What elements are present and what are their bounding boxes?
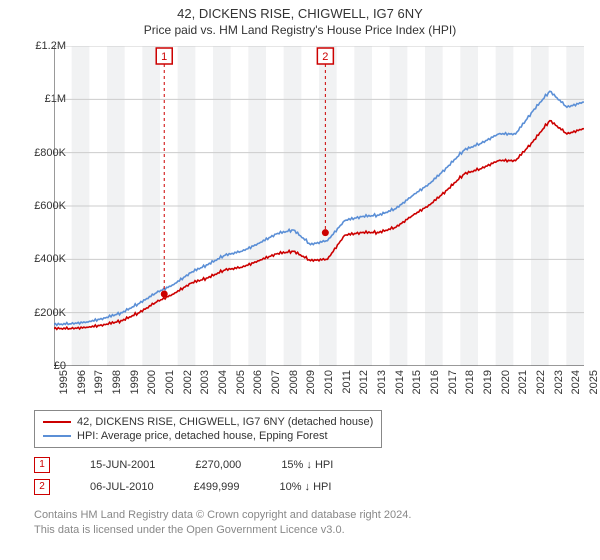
footer-line-2: This data is licensed under the Open Gov… [34,523,411,538]
legend-swatch [43,435,71,437]
x-axis-label: 2015 [411,370,423,394]
x-axis-label: 2011 [341,370,353,394]
footer-line-1: Contains HM Land Registry data © Crown c… [34,508,411,523]
x-axis-label: 1997 [93,370,105,394]
transaction-price: £499,999 [194,481,240,493]
x-axis-label: 2005 [235,370,247,394]
price-chart: 12 [54,46,584,366]
transaction-row: 2 06-JUL-2010 £499,999 10% ↓ HPI [34,476,333,498]
x-axis-label: 2020 [500,370,512,394]
x-axis-label: 2008 [288,370,300,394]
x-axis-label: 2023 [553,370,565,394]
x-axis-label: 2024 [570,370,582,394]
y-axis-label: £400K [34,253,66,265]
transactions-table: 1 15-JUN-2001 £270,000 15% ↓ HPI 2 06-JU… [34,454,333,498]
x-axis-label: 2010 [323,370,335,394]
x-axis-label: 1996 [76,370,88,394]
legend-swatch [43,421,71,423]
x-axis-label: 2012 [358,370,370,394]
svg-text:1: 1 [161,51,167,63]
x-axis-label: 2004 [217,370,229,394]
legend-item-property: 42, DICKENS RISE, CHIGWELL, IG7 6NY (det… [43,415,373,429]
x-axis-label: 2003 [199,370,211,394]
legend-item-hpi: HPI: Average price, detached house, Eppi… [43,429,373,443]
page-title: 42, DICKENS RISE, CHIGWELL, IG7 6NY [0,0,600,21]
x-axis-label: 2006 [252,370,264,394]
x-axis-label: 2009 [305,370,317,394]
page-subtitle: Price paid vs. HM Land Registry's House … [0,21,600,43]
x-axis-label: 2017 [447,370,459,394]
x-axis-label: 2013 [376,370,388,394]
transaction-date: 15-JUN-2001 [90,459,155,471]
x-axis-label: 1995 [58,370,70,394]
y-axis-label: £200K [34,307,66,319]
y-axis-label: £600K [34,200,66,212]
legend-label: HPI: Average price, detached house, Eppi… [77,430,328,442]
footer-attribution: Contains HM Land Registry data © Crown c… [34,508,411,539]
marker-badge-2: 2 [34,479,50,495]
x-axis-label: 2002 [182,370,194,394]
x-axis-label: 1998 [111,370,123,394]
x-axis-label: 2001 [164,370,176,394]
x-axis-label: 2016 [429,370,441,394]
y-axis-label: £1M [45,93,66,105]
transaction-delta: 10% ↓ HPI [279,481,331,493]
y-axis-label: £1.2M [35,40,66,52]
transaction-price: £270,000 [195,459,241,471]
y-axis-label: £800K [34,147,66,159]
x-axis-label: 2021 [517,370,529,394]
x-axis-label: 2025 [588,370,600,394]
x-axis-label: 2018 [464,370,476,394]
svg-text:2: 2 [322,51,328,63]
transaction-row: 1 15-JUN-2001 £270,000 15% ↓ HPI [34,454,333,476]
transaction-delta: 15% ↓ HPI [281,459,333,471]
x-axis-label: 2014 [394,370,406,394]
legend: 42, DICKENS RISE, CHIGWELL, IG7 6NY (det… [34,410,382,448]
x-axis-label: 2022 [535,370,547,394]
x-axis-label: 2007 [270,370,282,394]
marker-badge-1: 1 [34,457,50,473]
transaction-date: 06-JUL-2010 [90,481,154,493]
x-axis-label: 2019 [482,370,494,394]
legend-label: 42, DICKENS RISE, CHIGWELL, IG7 6NY (det… [77,416,373,428]
x-axis-label: 2000 [146,370,158,394]
x-axis-label: 1999 [129,370,141,394]
